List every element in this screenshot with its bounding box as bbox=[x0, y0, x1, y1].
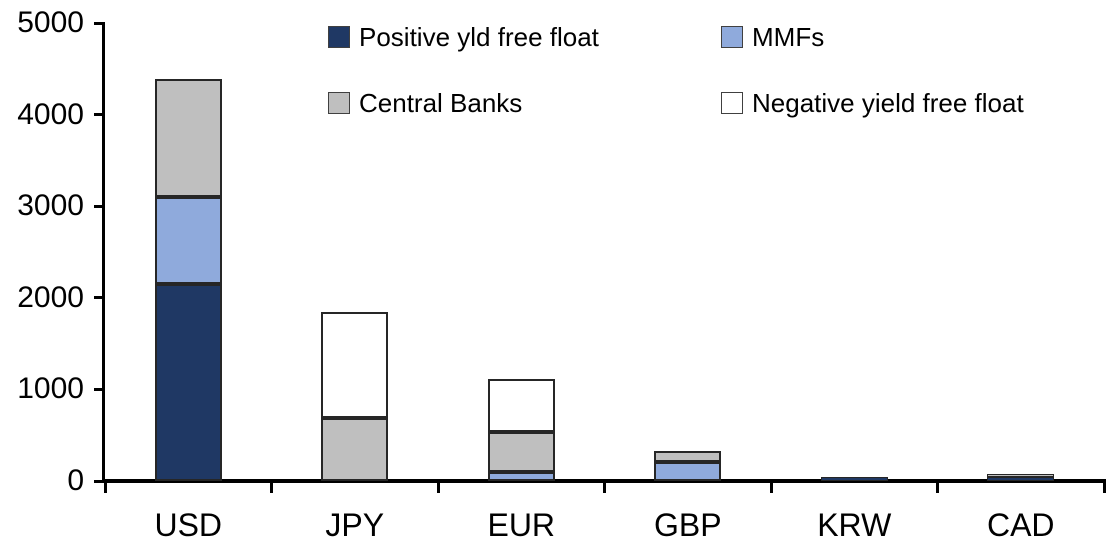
y-axis-tick-label: 4000 bbox=[17, 97, 84, 131]
x-axis-tick bbox=[936, 479, 939, 493]
x-axis-tick bbox=[603, 479, 606, 493]
legend-item: Central Banks bbox=[328, 90, 522, 116]
y-axis-tick-label: 2000 bbox=[17, 280, 84, 314]
y-axis-tick bbox=[94, 21, 105, 25]
x-axis-label: EUR bbox=[487, 507, 556, 543]
legend-item: Positive yld free float bbox=[328, 24, 599, 50]
legend-label: Central Banks bbox=[359, 88, 523, 118]
bar-segment bbox=[321, 417, 389, 481]
bar-segment bbox=[654, 450, 722, 462]
x-axis-label: GBP bbox=[653, 507, 722, 543]
mmfs-swatch-icon bbox=[721, 26, 743, 48]
bar-segment bbox=[487, 379, 555, 432]
bar-segment bbox=[820, 476, 888, 481]
central-banks-swatch-icon bbox=[328, 92, 350, 114]
y-axis-tick bbox=[94, 387, 105, 391]
bar-segment bbox=[487, 471, 555, 481]
y-axis-tick-label: 0 bbox=[67, 464, 84, 497]
x-axis-label: USD bbox=[154, 507, 223, 543]
bar-segment bbox=[154, 197, 222, 285]
y-axis-tick bbox=[94, 204, 105, 208]
legend-label: Positive yld free float bbox=[359, 22, 599, 52]
bar-segment bbox=[321, 312, 389, 418]
bar-segment bbox=[987, 476, 1055, 481]
positive-yld-swatch-icon bbox=[328, 26, 350, 48]
x-axis-tick bbox=[270, 479, 273, 493]
y-axis-tick bbox=[94, 479, 105, 483]
bar-segment bbox=[654, 461, 722, 481]
y-axis-tick-label: 5000 bbox=[17, 6, 84, 39]
x-axis-label: JPY bbox=[325, 507, 385, 543]
x-axis-tick bbox=[436, 479, 440, 493]
x-axis-label: CAD bbox=[986, 507, 1055, 543]
legend-label: MMFs bbox=[752, 22, 825, 52]
bar-segment bbox=[154, 78, 222, 198]
x-axis-tick bbox=[769, 479, 773, 493]
x-axis-tick bbox=[103, 479, 107, 493]
bar-segment bbox=[487, 431, 555, 472]
y-axis-tick-label: 1000 bbox=[17, 372, 84, 406]
y-axis-line bbox=[102, 23, 105, 483]
bar-segment bbox=[154, 284, 222, 481]
legend-label: Negative yield free float bbox=[752, 88, 1024, 118]
negative-yield-swatch-icon bbox=[721, 92, 743, 114]
legend-item: MMFs bbox=[721, 24, 824, 50]
x-axis-tick bbox=[1102, 479, 1106, 493]
legend-item: Negative yield free float bbox=[721, 90, 1024, 116]
x-axis-label: KRW bbox=[817, 507, 892, 543]
y-axis-tick-label: 3000 bbox=[17, 189, 84, 223]
y-axis-tick bbox=[94, 113, 105, 117]
y-axis-tick bbox=[94, 296, 105, 300]
bar-segment bbox=[987, 474, 1055, 477]
